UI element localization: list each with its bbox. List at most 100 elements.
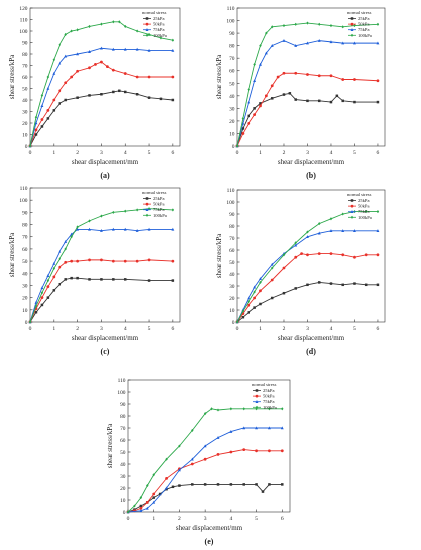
data-point bbox=[306, 253, 309, 257]
data-point bbox=[52, 109, 56, 112]
data-point bbox=[259, 104, 262, 108]
data-point bbox=[253, 296, 257, 300]
data-point bbox=[270, 266, 274, 270]
y-tick-label: 30 bbox=[229, 284, 235, 290]
data-point bbox=[242, 483, 245, 486]
data-point bbox=[147, 96, 151, 99]
data-point bbox=[253, 107, 256, 110]
series-line bbox=[236, 281, 378, 323]
legend-marker bbox=[145, 202, 149, 206]
legend-marker bbox=[145, 17, 149, 20]
data-point bbox=[99, 46, 103, 50]
data-point bbox=[88, 94, 91, 97]
y-tick-label: 90 bbox=[229, 31, 235, 37]
x-axis-label: shear displacement/mm bbox=[278, 158, 345, 166]
data-point bbox=[158, 492, 162, 496]
x-tick-label: 1 bbox=[152, 516, 155, 522]
data-point bbox=[216, 408, 220, 412]
y-axis-label: shear stress/kPa bbox=[215, 54, 223, 99]
data-point bbox=[281, 407, 284, 411]
data-point bbox=[123, 209, 127, 213]
series-line bbox=[236, 40, 378, 147]
data-point bbox=[52, 266, 56, 270]
data-point bbox=[76, 52, 80, 56]
x-tick-label: 6 bbox=[171, 150, 174, 156]
data-point bbox=[46, 296, 50, 299]
x-tick-label: 6 bbox=[281, 516, 284, 522]
legend-entry: 75kPa bbox=[358, 27, 369, 32]
x-tick-label: 2 bbox=[76, 150, 79, 156]
series-100kPa bbox=[235, 210, 380, 324]
data-point bbox=[270, 25, 274, 29]
data-point bbox=[353, 78, 356, 81]
legend-entry: 50kPa bbox=[358, 204, 369, 209]
data-point bbox=[306, 73, 309, 76]
legend-marker bbox=[255, 405, 259, 409]
y-tick-label: 100 bbox=[226, 19, 234, 25]
y-tick-label: 0 bbox=[232, 320, 235, 326]
data-point bbox=[64, 81, 68, 85]
data-point bbox=[46, 86, 50, 90]
data-point bbox=[64, 54, 68, 58]
data-point bbox=[317, 74, 321, 78]
data-point bbox=[259, 280, 262, 284]
data-point bbox=[242, 407, 245, 411]
data-point bbox=[58, 102, 62, 105]
data-point bbox=[317, 38, 321, 42]
data-point bbox=[88, 50, 91, 53]
legend-marker bbox=[145, 197, 149, 200]
data-point bbox=[306, 99, 309, 103]
data-point bbox=[341, 229, 345, 233]
data-point bbox=[126, 510, 130, 514]
data-point bbox=[259, 277, 262, 281]
x-tick-label: 4 bbox=[124, 326, 127, 332]
panel-label: (a) bbox=[100, 171, 110, 180]
data-point bbox=[34, 128, 38, 132]
data-point bbox=[306, 230, 309, 234]
legend-entry: 25kPa bbox=[358, 198, 369, 203]
data-point bbox=[247, 87, 250, 92]
data-point bbox=[111, 227, 115, 231]
data-point bbox=[76, 225, 79, 229]
y-tick-label: 10 bbox=[22, 133, 28, 139]
data-point bbox=[58, 257, 62, 261]
data-point bbox=[135, 228, 139, 232]
series-line bbox=[29, 90, 173, 147]
data-point bbox=[216, 483, 220, 486]
data-point bbox=[135, 47, 139, 51]
data-point bbox=[135, 208, 139, 212]
data-point bbox=[147, 258, 151, 262]
data-point bbox=[317, 231, 321, 235]
data-point bbox=[171, 208, 175, 212]
y-tick-label: 20 bbox=[22, 296, 28, 302]
data-point bbox=[306, 41, 309, 45]
data-point bbox=[165, 457, 168, 461]
data-point bbox=[229, 450, 233, 454]
data-point bbox=[165, 477, 168, 480]
legend-marker bbox=[255, 400, 259, 403]
data-point bbox=[152, 496, 155, 499]
data-point bbox=[229, 407, 233, 411]
legend-marker bbox=[350, 28, 354, 31]
data-point bbox=[190, 462, 194, 466]
data-point bbox=[255, 449, 258, 453]
data-point bbox=[99, 228, 103, 232]
data-point bbox=[178, 444, 181, 448]
series-line bbox=[29, 259, 173, 323]
plot-frame bbox=[236, 189, 386, 323]
y-tick-label: 30 bbox=[22, 283, 28, 289]
data-point bbox=[111, 259, 115, 263]
series-25kPa bbox=[235, 92, 380, 148]
legend-entry: 25kPa bbox=[153, 16, 164, 21]
data-point bbox=[64, 239, 68, 243]
data-point bbox=[123, 47, 127, 51]
x-tick-label: 5 bbox=[148, 326, 151, 332]
data-point bbox=[64, 278, 67, 281]
y-tick-label: 50 bbox=[22, 259, 28, 265]
y-tick-label: 110 bbox=[227, 188, 235, 194]
y-tick-label: 80 bbox=[22, 223, 28, 229]
y-tick-label: 80 bbox=[120, 414, 126, 420]
panel-label: (e) bbox=[205, 537, 214, 546]
data-point bbox=[353, 282, 356, 285]
data-point bbox=[294, 71, 298, 75]
